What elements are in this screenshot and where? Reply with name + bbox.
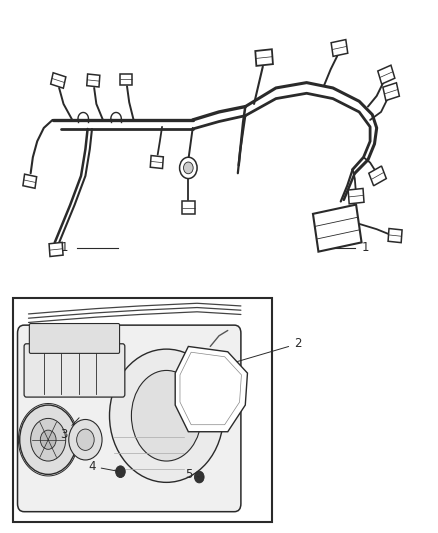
- Text: 4: 4: [88, 460, 118, 473]
- Polygon shape: [175, 346, 247, 432]
- Polygon shape: [120, 74, 132, 85]
- Circle shape: [69, 419, 102, 460]
- Circle shape: [194, 471, 204, 483]
- Text: 1: 1: [361, 241, 369, 254]
- Circle shape: [31, 418, 66, 461]
- Polygon shape: [51, 72, 66, 88]
- Text: 2: 2: [237, 337, 302, 362]
- Polygon shape: [348, 189, 364, 204]
- Polygon shape: [182, 201, 195, 214]
- Polygon shape: [150, 156, 163, 168]
- Bar: [13, 298, 272, 522]
- Polygon shape: [87, 74, 100, 87]
- Text: 3: 3: [60, 418, 79, 441]
- Polygon shape: [369, 166, 386, 186]
- Text: 1: 1: [60, 241, 68, 254]
- Circle shape: [40, 430, 56, 449]
- FancyBboxPatch shape: [18, 325, 241, 512]
- Ellipse shape: [131, 370, 201, 461]
- FancyBboxPatch shape: [24, 344, 125, 397]
- Polygon shape: [378, 65, 395, 84]
- Ellipse shape: [110, 349, 223, 482]
- Polygon shape: [388, 229, 402, 243]
- FancyBboxPatch shape: [29, 324, 120, 353]
- Circle shape: [184, 162, 193, 174]
- Circle shape: [77, 429, 94, 450]
- Circle shape: [180, 157, 197, 179]
- Circle shape: [116, 466, 125, 478]
- Polygon shape: [383, 83, 399, 101]
- Polygon shape: [49, 243, 63, 256]
- Polygon shape: [331, 39, 348, 56]
- Polygon shape: [23, 174, 37, 188]
- Polygon shape: [313, 205, 361, 252]
- Polygon shape: [255, 49, 273, 66]
- Text: 5: 5: [185, 468, 199, 481]
- Circle shape: [20, 405, 77, 474]
